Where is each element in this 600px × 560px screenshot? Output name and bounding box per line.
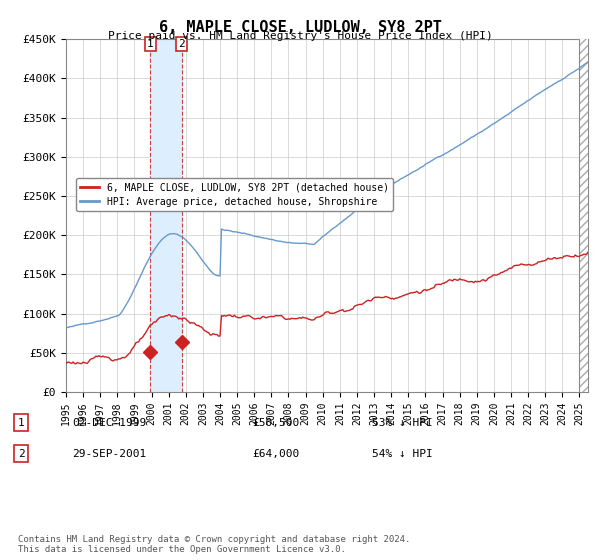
Legend: 6, MAPLE CLOSE, LUDLOW, SY8 2PT (detached house), HPI: Average price, detached h: 6, MAPLE CLOSE, LUDLOW, SY8 2PT (detache…: [76, 178, 393, 211]
Bar: [580, 39, 588, 392]
Bar: [150, 39, 182, 392]
Text: 02-DEC-1999: 02-DEC-1999: [72, 418, 146, 428]
Text: £50,500: £50,500: [252, 418, 299, 428]
Text: Contains HM Land Registry data © Crown copyright and database right 2024.
This d: Contains HM Land Registry data © Crown c…: [18, 535, 410, 554]
Text: 29-SEP-2001: 29-SEP-2001: [72, 449, 146, 459]
Text: 6, MAPLE CLOSE, LUDLOW, SY8 2PT: 6, MAPLE CLOSE, LUDLOW, SY8 2PT: [158, 20, 442, 35]
Text: 53% ↓ HPI: 53% ↓ HPI: [372, 418, 433, 428]
Text: £64,000: £64,000: [252, 449, 299, 459]
Text: 1: 1: [17, 418, 25, 428]
Text: 1: 1: [147, 39, 154, 49]
Text: Price paid vs. HM Land Registry's House Price Index (HPI): Price paid vs. HM Land Registry's House …: [107, 31, 493, 41]
Text: 2: 2: [17, 449, 25, 459]
Bar: [580, 39, 588, 392]
Text: 2: 2: [178, 39, 185, 49]
Text: 54% ↓ HPI: 54% ↓ HPI: [372, 449, 433, 459]
